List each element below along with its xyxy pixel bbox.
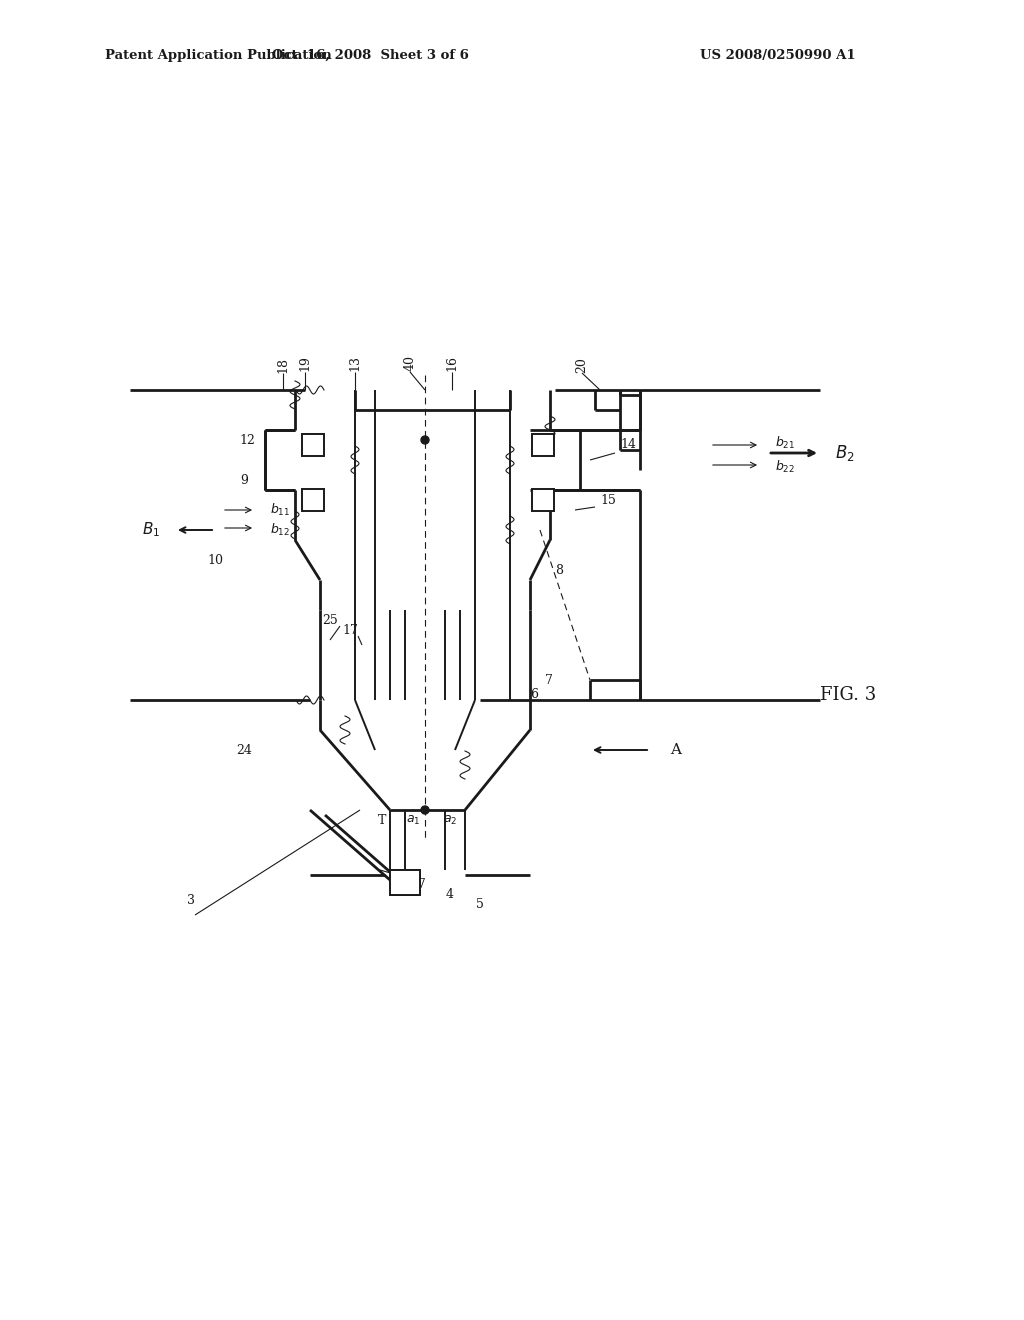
Text: 8: 8: [555, 564, 563, 577]
Text: 19: 19: [299, 355, 311, 371]
Circle shape: [421, 436, 429, 444]
Text: T: T: [378, 813, 386, 826]
Bar: [532, 488, 554, 511]
Text: 7: 7: [545, 673, 553, 686]
Text: 14: 14: [620, 438, 636, 451]
Bar: [302, 488, 324, 511]
Text: Patent Application Publication: Patent Application Publication: [105, 49, 332, 62]
Text: 40: 40: [403, 355, 417, 371]
Circle shape: [421, 807, 429, 814]
Text: $a_1$: $a_1$: [406, 813, 420, 826]
Text: 4: 4: [446, 888, 454, 902]
Text: $b_{12}$: $b_{12}$: [270, 521, 290, 539]
Text: Oct. 16, 2008  Sheet 3 of 6: Oct. 16, 2008 Sheet 3 of 6: [271, 49, 468, 62]
Text: $B_2$: $B_2$: [835, 444, 855, 463]
Text: 9: 9: [240, 474, 248, 487]
Text: 13: 13: [348, 355, 361, 371]
Text: 16: 16: [445, 355, 459, 371]
Text: 25: 25: [323, 614, 338, 627]
Text: 20: 20: [575, 358, 589, 374]
Text: $b_{11}$: $b_{11}$: [270, 502, 290, 517]
Text: US 2008/0250990 A1: US 2008/0250990 A1: [700, 49, 856, 62]
Text: 17: 17: [342, 623, 358, 636]
Text: 18: 18: [276, 356, 290, 374]
Text: 15: 15: [600, 494, 615, 507]
Text: $B_1$: $B_1$: [141, 520, 160, 540]
Text: 10: 10: [207, 553, 223, 566]
Text: 24: 24: [237, 743, 252, 756]
Text: 5: 5: [476, 899, 484, 912]
Bar: [390, 870, 420, 895]
Text: $b_{22}$: $b_{22}$: [775, 459, 795, 475]
Text: $a_2$: $a_2$: [442, 813, 457, 826]
Text: 12: 12: [240, 433, 255, 446]
Text: 3: 3: [187, 894, 195, 907]
Text: 6: 6: [530, 689, 538, 701]
Text: 27: 27: [411, 879, 426, 891]
Text: $b_{21}$: $b_{21}$: [775, 436, 796, 451]
Bar: [532, 434, 554, 455]
Text: FIG. 3: FIG. 3: [820, 686, 877, 704]
Bar: [302, 434, 324, 455]
Text: A: A: [670, 743, 681, 756]
